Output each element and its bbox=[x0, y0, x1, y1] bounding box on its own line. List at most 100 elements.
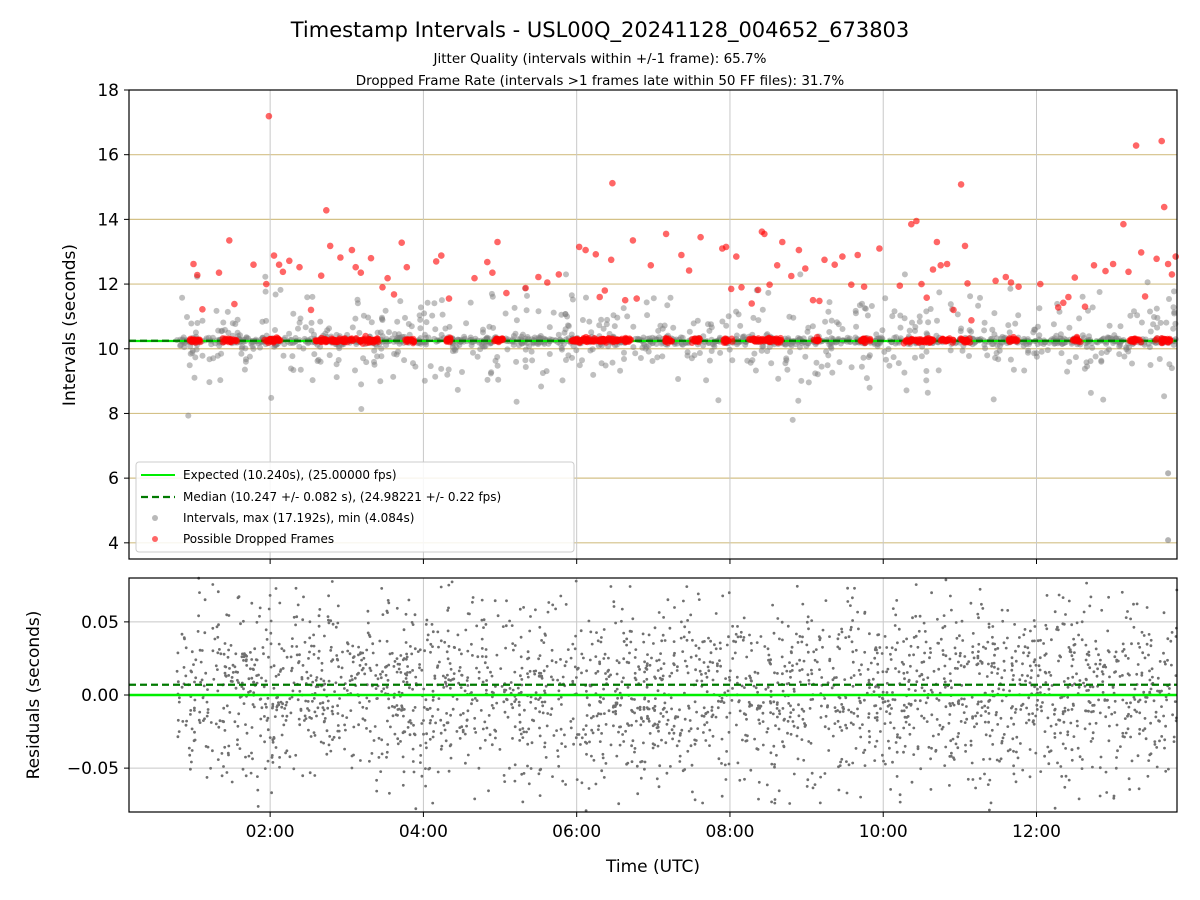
residual-point bbox=[857, 696, 861, 700]
residual-point bbox=[838, 725, 842, 729]
residual-point bbox=[1047, 687, 1051, 691]
residual-point bbox=[177, 730, 181, 733]
dropped-frame-point bbox=[923, 294, 930, 302]
interval-point bbox=[864, 312, 871, 319]
residual-point bbox=[647, 700, 650, 703]
residual-point bbox=[1036, 639, 1040, 643]
residual-point bbox=[1075, 672, 1078, 676]
residual-point bbox=[408, 686, 411, 690]
interval-point bbox=[1116, 351, 1123, 358]
residual-point bbox=[262, 652, 265, 656]
residual-point bbox=[1108, 675, 1111, 679]
residual-point bbox=[739, 630, 743, 634]
residual-point bbox=[725, 643, 729, 647]
residual-point bbox=[272, 737, 276, 740]
residual-point bbox=[376, 677, 380, 681]
residual-point bbox=[714, 715, 718, 719]
interval-point bbox=[459, 369, 465, 375]
residual-point bbox=[585, 696, 589, 700]
residual-point bbox=[290, 645, 294, 648]
interval-point bbox=[858, 363, 865, 370]
dropped-frame-point bbox=[858, 337, 865, 345]
residual-point bbox=[659, 652, 662, 655]
residual-point bbox=[322, 688, 326, 692]
residual-point bbox=[883, 635, 887, 638]
residual-point bbox=[851, 619, 854, 622]
residual-point bbox=[694, 654, 698, 658]
residual-point bbox=[455, 697, 459, 701]
residual-point bbox=[550, 648, 554, 652]
residual-point bbox=[445, 650, 449, 654]
residual-point bbox=[181, 720, 185, 723]
interval-point bbox=[923, 348, 930, 355]
interval-point bbox=[358, 381, 365, 388]
residual-point bbox=[458, 737, 462, 740]
residual-point bbox=[1014, 659, 1018, 663]
residual-point bbox=[538, 696, 542, 700]
residual-point bbox=[604, 723, 608, 726]
residual-point bbox=[1017, 644, 1020, 648]
residual-point bbox=[361, 705, 365, 709]
residual-point bbox=[585, 689, 588, 693]
residual-point bbox=[600, 732, 603, 735]
residual-point bbox=[730, 699, 734, 702]
residual-point bbox=[744, 677, 748, 680]
residual-point bbox=[520, 678, 524, 681]
residual-point bbox=[323, 682, 327, 686]
residual-point bbox=[280, 647, 284, 650]
interval-point bbox=[789, 416, 796, 423]
residual-point bbox=[426, 638, 429, 642]
residual-point bbox=[905, 671, 909, 674]
residual-point bbox=[634, 719, 638, 723]
interval-point bbox=[805, 379, 812, 386]
interval-point bbox=[300, 345, 307, 352]
interval-point bbox=[863, 375, 870, 382]
residual-point bbox=[218, 648, 221, 651]
dropped-frame-point bbox=[296, 263, 303, 271]
residual-point bbox=[618, 743, 622, 747]
residual-point bbox=[482, 626, 485, 629]
residual-point bbox=[256, 805, 260, 808]
residual-point bbox=[325, 729, 329, 733]
residual-point bbox=[245, 658, 248, 661]
residual-point bbox=[245, 664, 249, 667]
interval-point bbox=[546, 351, 553, 357]
residual-point bbox=[484, 623, 488, 626]
residual-point bbox=[596, 639, 600, 643]
residual-point bbox=[795, 734, 799, 738]
legend-expected-label: Expected (10.240s), (25.00000 fps) bbox=[183, 468, 397, 482]
legend-intervals-swatch bbox=[152, 515, 158, 521]
residual-point bbox=[704, 739, 708, 742]
interval-point bbox=[308, 327, 315, 334]
interval-point bbox=[290, 367, 297, 373]
residual-point bbox=[898, 736, 902, 740]
residual-point bbox=[1088, 722, 1092, 726]
interval-point bbox=[246, 353, 253, 360]
interval-point bbox=[502, 310, 509, 317]
residual-point bbox=[1012, 722, 1016, 726]
residual-point bbox=[1045, 594, 1049, 597]
residual-point bbox=[844, 636, 848, 639]
interval-point bbox=[813, 359, 820, 366]
residual-point bbox=[821, 628, 825, 632]
residual-point bbox=[630, 708, 633, 712]
residual-point bbox=[1035, 708, 1039, 711]
residual-point bbox=[1063, 785, 1067, 789]
residual-point bbox=[904, 720, 908, 724]
residual-point bbox=[466, 612, 470, 615]
residual-point bbox=[1170, 631, 1174, 634]
interval-point bbox=[637, 355, 644, 361]
residual-point bbox=[918, 699, 922, 703]
residual-point bbox=[447, 606, 450, 610]
residual-point bbox=[551, 775, 554, 778]
interval-point bbox=[1146, 344, 1153, 351]
interval-point bbox=[467, 299, 474, 306]
dropped-frame-point bbox=[1102, 267, 1109, 275]
interval-point bbox=[416, 312, 423, 319]
residual-point bbox=[284, 751, 287, 755]
dropped-frame-point bbox=[263, 280, 270, 288]
residual-point bbox=[386, 599, 390, 602]
residual-point bbox=[412, 770, 416, 774]
dropped-frame-point bbox=[348, 246, 356, 254]
